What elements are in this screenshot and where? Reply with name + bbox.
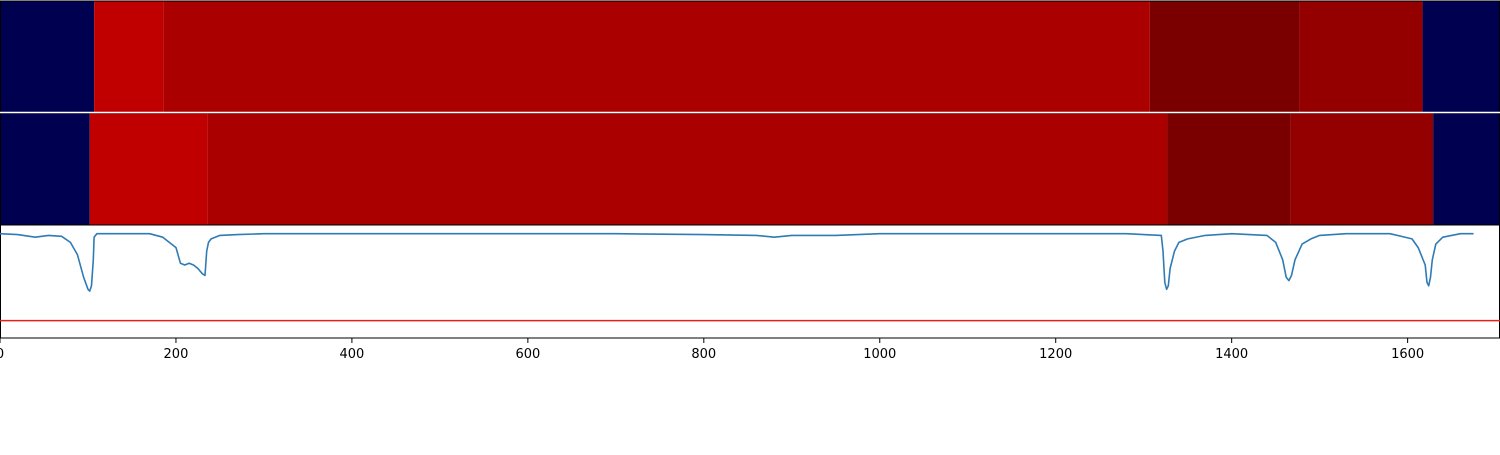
x-tick-label-2: 400: [339, 347, 364, 362]
heatmap-cell-1-3: [1167, 113, 1290, 225]
heatmap-cell-1-5: [1433, 113, 1500, 225]
heatmap-cell-0-5: [1423, 1, 1500, 113]
x-tick-label-3: 600: [515, 347, 540, 362]
heatmap-row-1: [0, 113, 1500, 225]
heatmap-cell-0-4: [1299, 1, 1422, 113]
x-axis: 0 200 400 600 800 1000 1200 1400 1600: [0, 338, 1424, 362]
heatmap-cell-0-3: [1150, 1, 1300, 113]
heatmap-cell-0-0: [0, 1, 94, 113]
x-tick-label-7: 1400: [1215, 347, 1248, 362]
x-tick-label-8: 1600: [1391, 347, 1424, 362]
heatmap-cell-1-0: [0, 113, 90, 225]
x-tick-label-0: 0: [0, 347, 4, 362]
heatmap-cell-1-4: [1291, 113, 1434, 225]
x-tick-label-6: 1200: [1039, 347, 1072, 362]
heatmap-rows: [0, 1, 1500, 225]
x-tick-label-1: 200: [164, 347, 189, 362]
x-tick-label-5: 1000: [863, 347, 896, 362]
x-tick-label-4: 800: [691, 347, 716, 362]
line-panel: [0, 225, 1500, 338]
heatmap-cell-0-1: [94, 1, 164, 113]
heatmap-row-0: [0, 1, 1500, 113]
heatmap-cell-1-1: [90, 113, 208, 225]
heatmap-cell-1-2: [208, 113, 1168, 225]
heatmap-cell-0-2: [164, 1, 1150, 113]
